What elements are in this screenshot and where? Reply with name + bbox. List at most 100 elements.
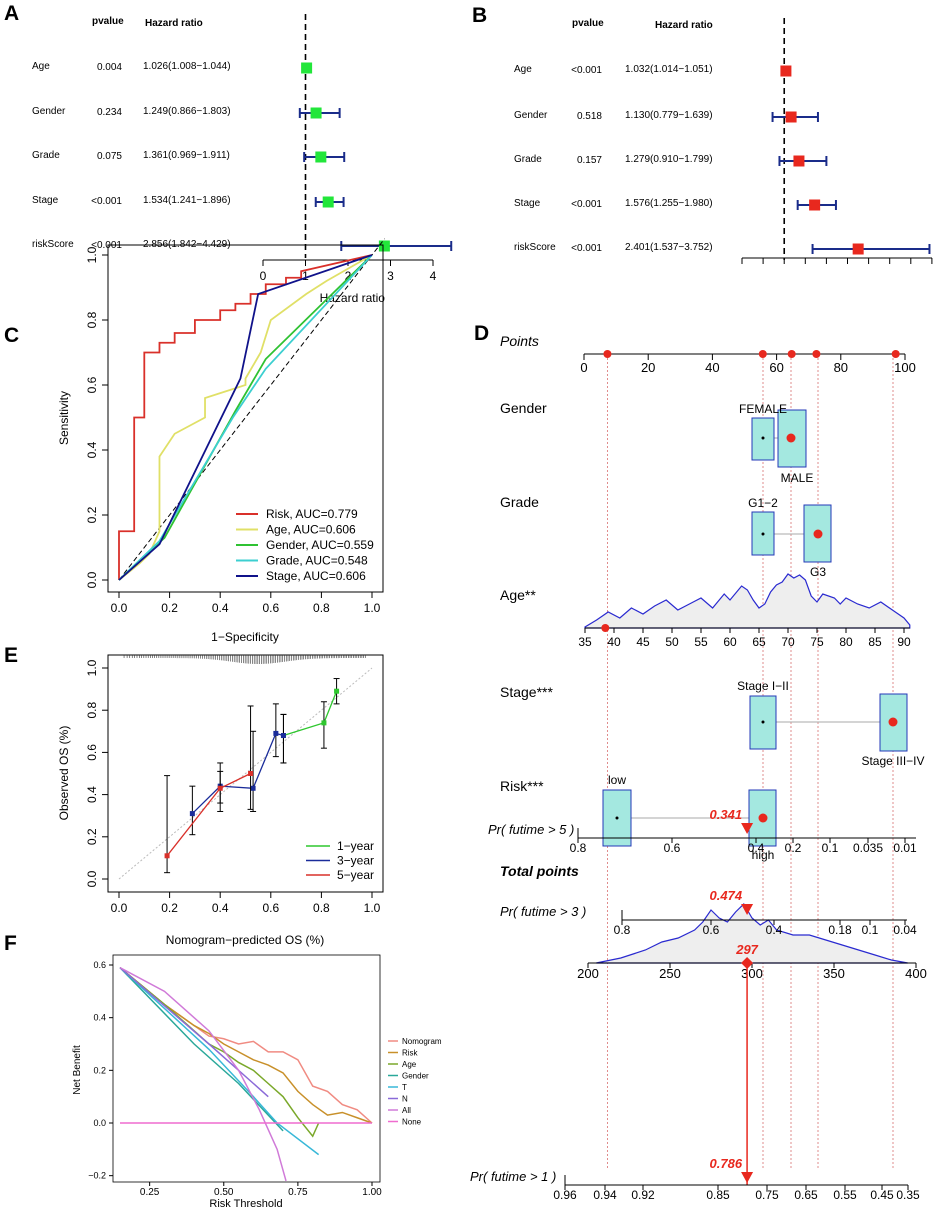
row-label: Grade bbox=[32, 150, 60, 161]
hr-marker bbox=[301, 62, 313, 74]
prob-marker bbox=[741, 904, 754, 915]
legend-label: None bbox=[402, 1118, 422, 1127]
y-tick-label: 0.6 bbox=[85, 376, 99, 393]
grade-selected bbox=[813, 529, 823, 539]
row-hr-text: 2.401(1.537−3.752) bbox=[625, 242, 713, 253]
row-label: Age bbox=[514, 64, 532, 75]
nomogram-d: Points 0 20 40 60 80 100 Gender FEMALE MALE Grade G… bbox=[470, 333, 927, 1202]
prob-marker bbox=[741, 1172, 754, 1183]
prob-label: Pr( futime > 3 ) bbox=[500, 904, 586, 919]
prob-label: Pr( futime > 5 ) bbox=[488, 822, 574, 837]
hr-marker bbox=[785, 111, 797, 123]
row-pvalue: 0.234 bbox=[97, 107, 122, 118]
prob-tick-label: 0.75 bbox=[755, 1188, 779, 1202]
x-tick-label: 0.2 bbox=[161, 601, 178, 615]
x-tick-label: 3 bbox=[387, 269, 394, 283]
grade-label: Grade bbox=[500, 494, 539, 510]
forest-b-pvalue-header: pvalue bbox=[572, 18, 604, 29]
gender-selected bbox=[786, 433, 796, 443]
dca-curve bbox=[119, 967, 320, 1156]
x-tick-label: 0.8 bbox=[313, 901, 330, 915]
calibration-line bbox=[166, 772, 251, 857]
risk-label: Risk*** bbox=[500, 778, 544, 794]
row-label: Stage bbox=[32, 195, 59, 206]
roc-curve bbox=[118, 254, 373, 580]
calibration-point bbox=[334, 688, 340, 694]
y-axis-label: Net Benefit bbox=[72, 1045, 83, 1095]
x-tick-label: 0 bbox=[260, 269, 267, 283]
row-pvalue: <0.001 bbox=[571, 243, 602, 254]
panel-label-e: E bbox=[4, 644, 18, 667]
row-label: Gender bbox=[32, 106, 66, 117]
risk-selected bbox=[758, 813, 768, 823]
row-hr-text: 1.576(1.255−1.980) bbox=[625, 198, 713, 209]
risk-dot bbox=[615, 816, 619, 820]
calibration-point bbox=[250, 785, 256, 791]
y-tick-label: 0.0 bbox=[85, 571, 99, 588]
prob-tick-label: 0.1 bbox=[822, 841, 839, 855]
prob-tick-label: 0.18 bbox=[828, 923, 852, 937]
prob-tick-label: 0.55 bbox=[833, 1188, 857, 1202]
roc-curve bbox=[118, 254, 373, 581]
x-tick-label: 0.6 bbox=[262, 601, 279, 615]
prob-tick-label: 0.65 bbox=[794, 1188, 818, 1202]
prob-tick-label: 0.6 bbox=[703, 923, 720, 937]
x-tick-label: 0.75 bbox=[288, 1187, 308, 1198]
calibration-point bbox=[321, 720, 327, 726]
row-label: Gender bbox=[514, 110, 548, 121]
dca-curve bbox=[119, 966, 287, 1182]
roc-curve bbox=[118, 254, 373, 581]
y-tick-label: 0.2 bbox=[93, 1065, 106, 1075]
row-hr-text: 1.361(0.969−1.911) bbox=[143, 150, 230, 161]
panel-label-f: F bbox=[4, 932, 17, 955]
points-tick-label: 80 bbox=[834, 360, 848, 375]
prob-tick-label: 0.4 bbox=[748, 841, 765, 855]
y-tick-label: 0.6 bbox=[93, 960, 106, 970]
points-tick-label: 20 bbox=[641, 360, 655, 375]
legend-label: Grade, AUC=0.548 bbox=[266, 554, 368, 568]
prob-tick-label: 0.2 bbox=[785, 841, 802, 855]
legend-label: Stage, AUC=0.606 bbox=[266, 569, 366, 583]
dca-curve bbox=[119, 967, 269, 1098]
risk-box-low bbox=[602, 789, 632, 847]
legend-label: Nomogram bbox=[402, 1037, 442, 1046]
prob-marker bbox=[741, 823, 754, 834]
hr-marker bbox=[809, 199, 821, 211]
age-tick-label: 35 bbox=[578, 635, 592, 649]
plot-frame bbox=[107, 244, 384, 593]
legend-label: Age bbox=[402, 1060, 417, 1069]
total-tick-label: 350 bbox=[823, 966, 845, 981]
dca-plot-f: 0.25 0.50 0.75 1.00 −0.2 0.0 0.2 0.4 0.6 Risk Thr… bbox=[72, 954, 442, 1210]
y-tick-label: 0.6 bbox=[85, 744, 99, 761]
prob-tick-label: 0.94 bbox=[593, 1188, 617, 1202]
y-tick-label: 0.2 bbox=[85, 828, 99, 845]
x-tick-label: 2 bbox=[345, 269, 352, 283]
row-pvalue: 0.004 bbox=[97, 62, 122, 73]
age-tick-label: 85 bbox=[868, 635, 882, 649]
hr-marker bbox=[378, 240, 390, 252]
row-pvalue: 0.518 bbox=[577, 111, 602, 122]
forest-plot-a: Age 0.004 1.026(1.008−1.044) Gender 0.234 1.2… bbox=[32, 14, 453, 305]
y-tick-label: 0.2 bbox=[85, 506, 99, 523]
row-label: Stage bbox=[514, 198, 541, 209]
age-tick-label: 90 bbox=[897, 635, 911, 649]
points-tick-label: 60 bbox=[769, 360, 783, 375]
row-pvalue: <0.001 bbox=[91, 240, 122, 251]
plot-frame bbox=[112, 954, 381, 1183]
grade-dot bbox=[761, 532, 765, 536]
hr-marker bbox=[322, 196, 334, 208]
total-tick-label: 250 bbox=[659, 966, 681, 981]
y-tick-label: 0.4 bbox=[93, 1013, 106, 1023]
x-tick-label: 1.0 bbox=[364, 901, 381, 915]
calibration-line bbox=[283, 690, 338, 737]
calibration-point bbox=[189, 811, 195, 817]
x-tick-label: 0.50 bbox=[214, 1187, 234, 1198]
row-label: riskScore bbox=[32, 239, 74, 250]
calibration-point bbox=[164, 853, 170, 859]
prob-value: 0.341 bbox=[710, 807, 743, 822]
dca-curve bbox=[119, 967, 373, 1124]
y-tick-label: 0.4 bbox=[85, 441, 99, 458]
x-axis-label: Nomogram−predicted OS (%) bbox=[166, 933, 324, 947]
age-tick-label: 75 bbox=[810, 635, 824, 649]
